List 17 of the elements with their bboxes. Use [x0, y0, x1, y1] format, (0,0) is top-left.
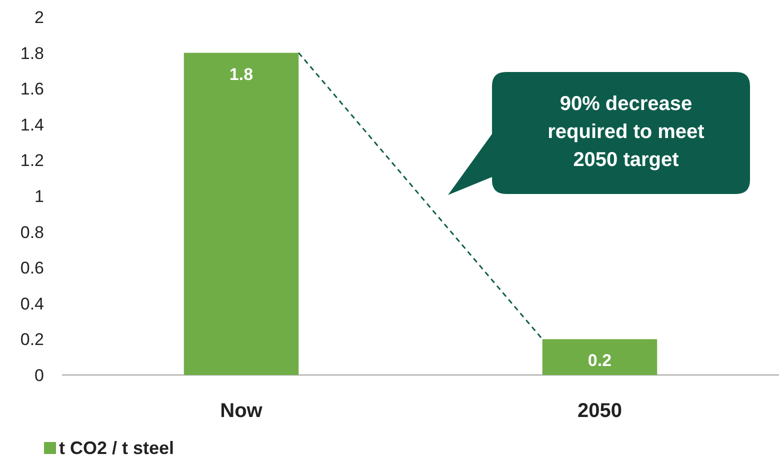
y-tick-label: 0	[34, 366, 44, 385]
y-tick-label: 2	[34, 8, 44, 27]
data-label: 0.2	[588, 351, 612, 370]
y-tick-label: 0.4	[20, 294, 44, 314]
x-tick-label: Now	[220, 400, 263, 422]
legend-label: t CO2 / t steel	[59, 438, 174, 458]
y-tick-label: 0.2	[20, 330, 44, 350]
annotation: 90% decrease required to meet 2050 target	[548, 93, 705, 171]
y-tick-label: 1.4	[20, 115, 44, 134]
y-tick-label: 1.8	[20, 44, 44, 63]
y-tick-label: 0.8	[20, 222, 44, 242]
x-tick-label: 2050	[578, 400, 622, 422]
y-tick-label: 1	[34, 186, 44, 206]
data-label: 1.8	[229, 64, 254, 84]
y-tick-label: 0.6	[20, 258, 44, 278]
y-tick-label: 1.2	[20, 151, 44, 170]
y-tick-label: 1.6	[20, 80, 44, 99]
